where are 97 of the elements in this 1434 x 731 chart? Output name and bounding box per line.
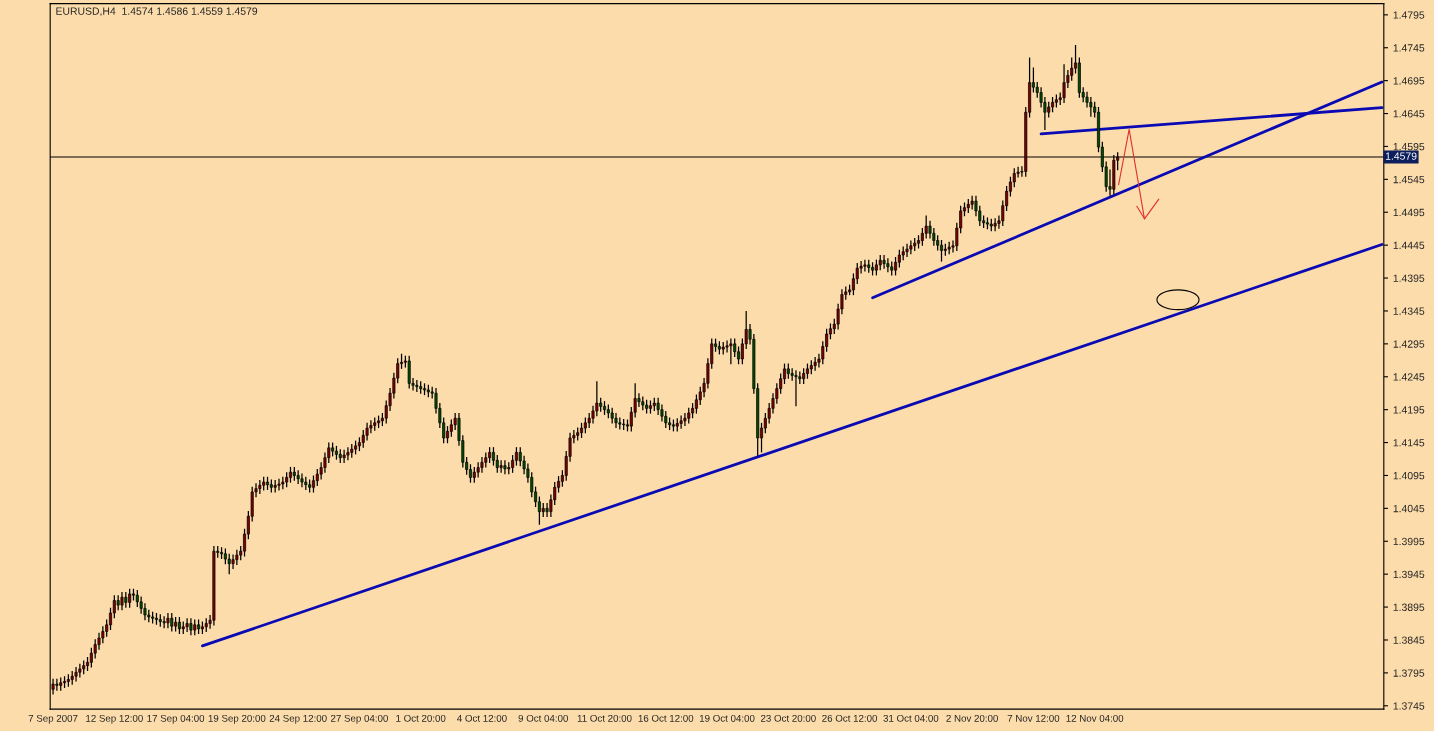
candlestick [78,663,82,679]
candlestick [185,617,189,633]
y-tick-label: 1.3895 [1393,603,1425,611]
candlestick [514,446,518,467]
y-tick-label: 1.4545 [1393,175,1425,184]
candlestick [258,479,262,495]
x-tick-label: 23 Oct 20:00 [760,714,816,722]
candlestick [128,588,132,609]
candlestick [499,459,503,474]
x-tick-label: 4 Oct 12:00 [457,714,507,722]
x-tick-label: 12 Nov 04:00 [1066,714,1124,722]
y-tick-label: 1.4195 [1393,406,1425,414]
x-tick-label: 19 Oct 04:00 [699,714,755,722]
candlestick [940,239,943,263]
x-tick-label: 12 Sep 12:00 [86,714,143,724]
x-tick-label: 9 Oct 04:00 [518,714,568,722]
candlestick [1062,63,1066,104]
y-tick-label: 1.3745 [1393,702,1425,710]
candlestick [288,466,292,484]
candlestick [266,476,270,491]
x-tick-label: 19 Sep 20:00 [208,714,266,724]
candlestick [779,372,783,395]
candlestick [120,591,124,611]
y-tick-label: 1.3945 [1393,570,1425,579]
chart-title: EURUSD,H4 1.4574 1.4586 1.4559 1.4579 [56,7,258,17]
y-tick-label: 1.4495 [1393,208,1425,217]
candlestick [783,362,786,385]
candlestick [729,337,733,365]
x-tick-label: 11 Oct 20:00 [577,714,632,722]
candlestick [480,456,484,474]
candlestick [1089,96,1093,118]
candlestick [476,461,480,479]
candlestick [346,446,350,461]
x-tick-label: 31 Oct 04:00 [883,714,939,722]
candlestick [503,459,507,475]
candlestick [886,257,890,273]
candlestick [342,449,346,464]
candlestick [407,355,411,390]
y-tick-label: 1.4245 [1393,373,1425,381]
candlestick [683,412,687,427]
x-tick-label: 17 Sep 04:00 [147,714,205,724]
y-tick-label: 1.4795 [1393,11,1425,19]
candlestick [231,553,235,570]
x-tick-label: 7 Sep 2007 [28,714,78,724]
candlestick [993,217,997,232]
x-tick-label: 26 Oct 12:00 [822,714,878,722]
candlestick [863,259,867,273]
x-tick-label: 1 Oct 20:00 [396,714,446,722]
candlestick [794,369,798,407]
candlestick [614,412,618,429]
x-tick-label: 27 Sep 04:00 [330,714,388,724]
y-tick-label: 1.4445 [1393,241,1425,250]
y-tick-label: 1.3795 [1393,669,1425,677]
candlestick [545,502,549,518]
candlestick [894,256,898,277]
candlestick [227,553,231,575]
x-tick-label: 2 Nov 20:00 [946,714,998,722]
y-tick-label: 1.4345 [1393,307,1425,315]
y-tick-label: 1.4145 [1393,439,1425,447]
ref-line-label: 1.4579 [1385,152,1417,160]
y-tick-label: 1.4695 [1393,77,1425,85]
candlestick [882,254,886,270]
candlestick [970,195,974,211]
candlestick [131,588,135,602]
y-tick-label: 1.4395 [1393,274,1425,282]
candlestick [813,356,817,372]
y-tick-label: 1.4295 [1393,340,1425,348]
candlestick [909,239,913,255]
candlestick [55,678,59,692]
x-tick-label: 16 Oct 12:00 [638,714,694,722]
candlestick [694,393,698,415]
x-tick-label: 7 Nov 12:00 [1007,714,1060,722]
candlestick [905,243,909,258]
y-tick-label: 1.4745 [1393,44,1425,52]
candlestick [166,612,170,629]
candlestick [300,472,304,488]
candlestick [162,615,166,629]
y-tick-label: 1.4095 [1393,471,1425,480]
y-tick-label: 1.3995 [1393,537,1425,546]
y-tick-label: 1.4595 [1393,142,1425,151]
candlestick [235,549,239,566]
candlestick [603,400,607,416]
candlestick [296,469,300,485]
candlestick [851,272,855,296]
candlestick [170,612,174,633]
candlestick [415,379,419,393]
y-tick-label: 1.4045 [1393,504,1425,513]
candlestick [277,478,281,492]
y-tick-label: 1.3845 [1393,636,1425,644]
x-tick-label: 24 Sep 12:00 [269,714,327,724]
candlestick [74,666,78,683]
candlestick [89,647,93,669]
candlestick [679,414,683,430]
y-tick-label: 1.4645 [1393,110,1425,118]
candlestick [446,425,449,444]
candlestick [468,463,472,484]
candlestick [537,495,541,526]
